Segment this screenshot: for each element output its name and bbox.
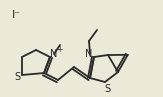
Text: +: +	[56, 45, 62, 55]
Text: I⁻: I⁻	[12, 10, 21, 20]
Text: N: N	[50, 49, 58, 59]
Text: S: S	[14, 72, 20, 82]
Text: N: N	[85, 49, 93, 59]
Text: S: S	[104, 84, 110, 94]
